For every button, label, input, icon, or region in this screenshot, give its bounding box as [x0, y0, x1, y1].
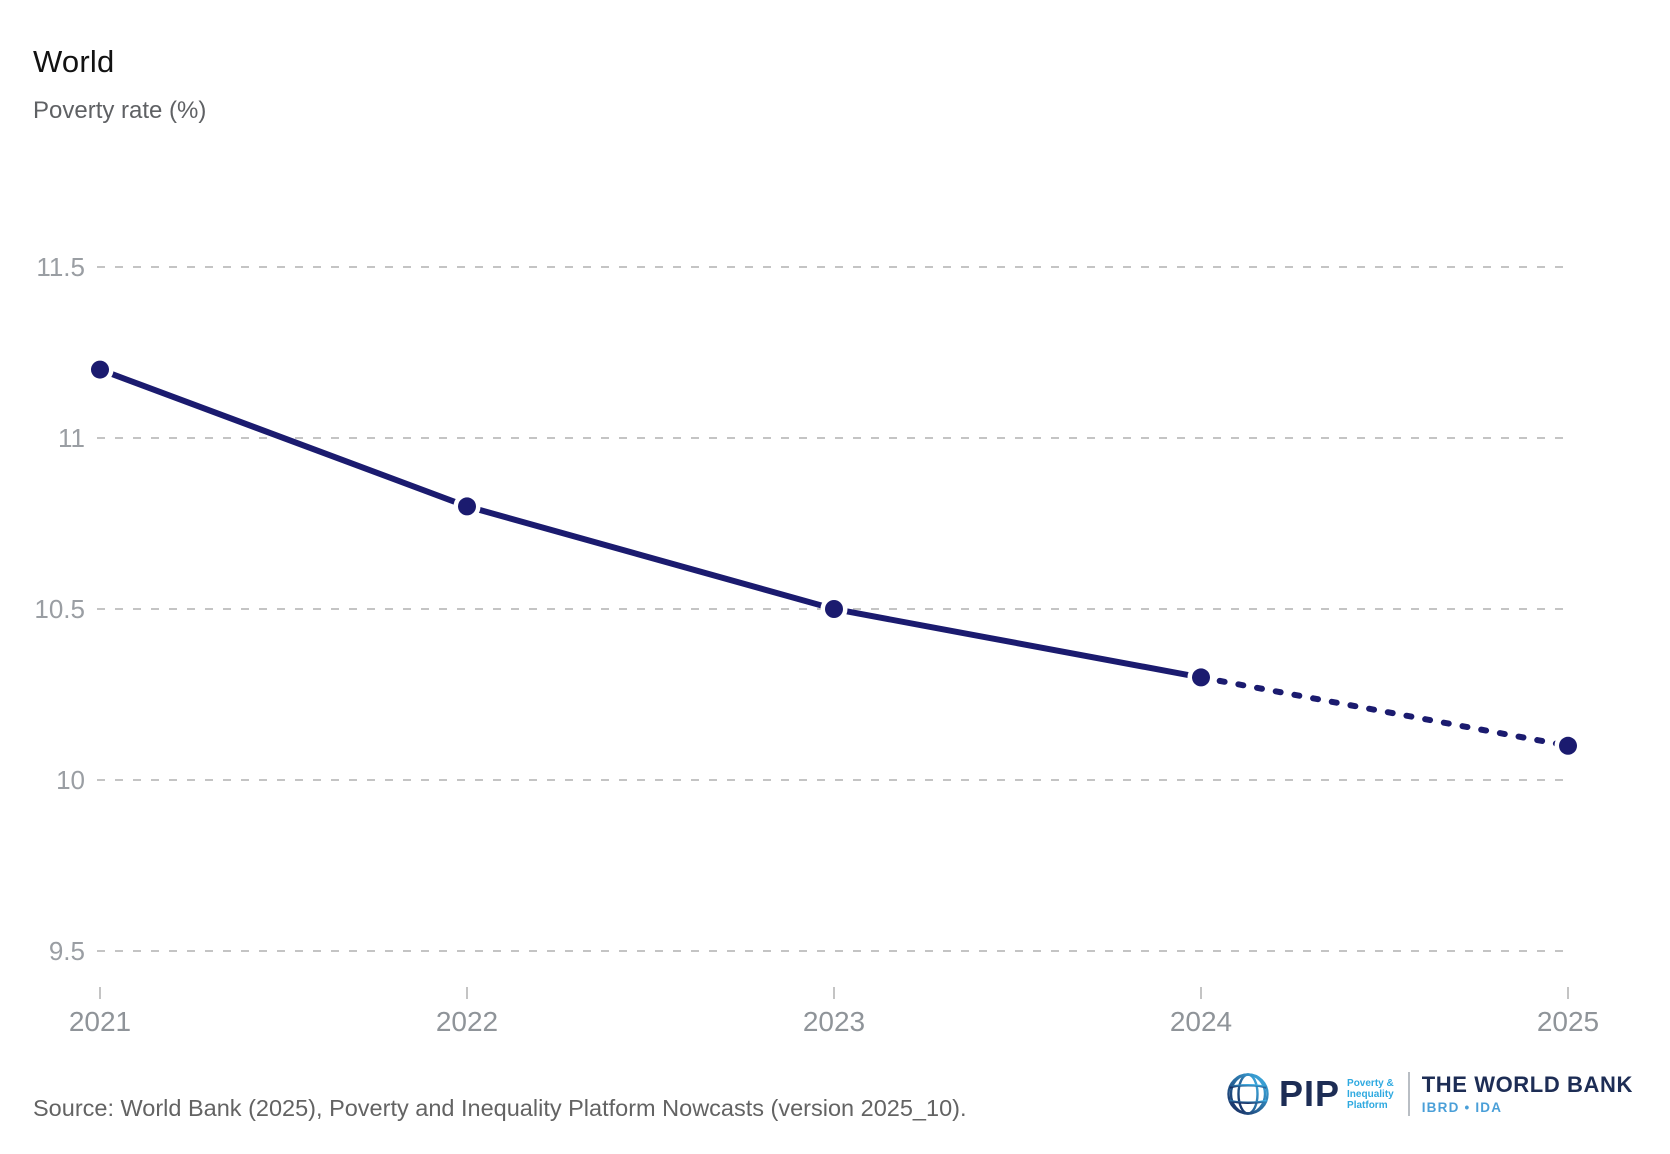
pip-logo-text: PIP — [1279, 1073, 1341, 1114]
y-axis-label-9.5: 9.5 — [49, 936, 85, 966]
data-point-2022 — [458, 497, 476, 516]
pip-tagline-line: Platform — [1347, 1099, 1388, 1111]
logo-divider — [1407, 1072, 1410, 1116]
pip-tagline-line: Inequality — [1347, 1088, 1394, 1100]
pip-tagline-line: Poverty & — [1347, 1077, 1394, 1089]
y-axis-label-11: 11 — [58, 423, 85, 453]
pip-logo-tagline: Poverty & Inequality Platform — [1347, 1078, 1394, 1111]
data-point-2021 — [91, 360, 109, 379]
data-point-2025 — [1559, 736, 1577, 755]
x-axis-label-2023: 2023 — [803, 1006, 865, 1037]
y-axis-label-10: 10 — [56, 765, 85, 795]
y-axis-label-11.5: 11.5 — [36, 252, 85, 282]
x-axis-label-2025: 2025 — [1537, 1006, 1599, 1037]
data-point-2023 — [825, 600, 843, 618]
data-point-2024 — [1192, 668, 1210, 687]
x-axis-label-2021: 2021 — [69, 1006, 131, 1037]
source-note: Source: World Bank (2025), Poverty and I… — [33, 1095, 967, 1121]
x-axis-label-2022: 2022 — [436, 1006, 498, 1037]
series-line-solid — [98, 366, 1202, 681]
globe-icon — [1226, 1072, 1270, 1116]
y-axis-label-10.5: 10.5 — [34, 594, 85, 624]
series-line-dashed-nowcast — [1198, 674, 1571, 749]
world-bank-logo-text: THE WORLD BANK IBRD • IDA — [1421, 1072, 1633, 1115]
pip-world-bank-logo: PIP Poverty & Inequality Platform THE WO… — [1226, 1066, 1633, 1122]
page-title: World — [33, 44, 115, 79]
world-bank-ibrd-ida: IBRD • IDA — [1421, 1099, 1503, 1115]
chart-y-axis-title: Poverty rate (%) — [33, 97, 207, 124]
world-bank-name: THE WORLD BANK — [1421, 1072, 1633, 1098]
x-axis-label-2024: 2024 — [1170, 1006, 1232, 1037]
